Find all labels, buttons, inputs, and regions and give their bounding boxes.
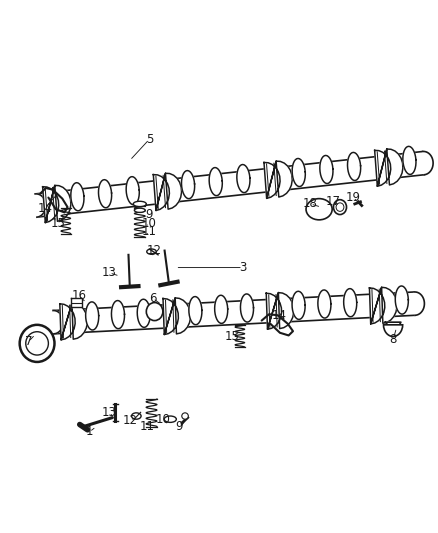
Polygon shape xyxy=(237,165,250,192)
Ellipse shape xyxy=(333,200,346,215)
Text: 7: 7 xyxy=(25,335,32,348)
Ellipse shape xyxy=(147,249,156,254)
Text: 5: 5 xyxy=(146,133,153,146)
Text: 15: 15 xyxy=(50,216,65,230)
Ellipse shape xyxy=(26,332,48,355)
Polygon shape xyxy=(344,288,357,317)
Text: 10: 10 xyxy=(142,216,157,230)
Ellipse shape xyxy=(133,201,146,207)
Polygon shape xyxy=(266,293,294,329)
Text: 8: 8 xyxy=(389,333,397,346)
Ellipse shape xyxy=(131,413,141,419)
Polygon shape xyxy=(369,287,397,324)
Ellipse shape xyxy=(146,303,163,320)
Text: 13: 13 xyxy=(102,266,117,279)
Polygon shape xyxy=(99,180,112,208)
Polygon shape xyxy=(374,149,403,186)
Polygon shape xyxy=(181,171,194,199)
Ellipse shape xyxy=(182,413,188,419)
Text: 12: 12 xyxy=(147,244,162,257)
Text: 12: 12 xyxy=(122,414,137,427)
Polygon shape xyxy=(240,294,254,322)
Text: 9: 9 xyxy=(175,420,183,433)
Polygon shape xyxy=(35,194,46,217)
Polygon shape xyxy=(320,156,333,183)
Polygon shape xyxy=(53,311,63,334)
Text: 6: 6 xyxy=(149,292,157,305)
Text: 15: 15 xyxy=(225,330,240,343)
Polygon shape xyxy=(414,292,424,316)
Polygon shape xyxy=(126,176,139,205)
Polygon shape xyxy=(71,298,82,307)
Text: 1: 1 xyxy=(85,425,93,439)
Text: 14: 14 xyxy=(272,309,286,322)
Polygon shape xyxy=(264,161,292,198)
Polygon shape xyxy=(347,152,360,181)
Text: 13: 13 xyxy=(102,406,117,419)
Polygon shape xyxy=(385,322,401,333)
Polygon shape xyxy=(423,151,433,175)
Text: 16: 16 xyxy=(71,289,86,302)
Ellipse shape xyxy=(336,203,344,212)
Polygon shape xyxy=(60,303,87,340)
Polygon shape xyxy=(137,299,150,327)
Polygon shape xyxy=(86,302,99,330)
Text: 11: 11 xyxy=(140,420,155,433)
Polygon shape xyxy=(71,183,84,211)
Polygon shape xyxy=(318,290,331,318)
Ellipse shape xyxy=(164,416,177,422)
Polygon shape xyxy=(42,185,71,223)
Text: 14: 14 xyxy=(37,201,53,215)
Polygon shape xyxy=(163,298,191,335)
Text: 17: 17 xyxy=(325,195,340,208)
Polygon shape xyxy=(35,151,424,217)
Text: 19: 19 xyxy=(346,191,360,204)
Polygon shape xyxy=(153,173,182,211)
Ellipse shape xyxy=(20,325,54,362)
Polygon shape xyxy=(292,291,305,319)
Polygon shape xyxy=(215,295,228,324)
Text: 10: 10 xyxy=(156,413,171,426)
Polygon shape xyxy=(53,292,415,334)
Ellipse shape xyxy=(134,208,145,213)
Polygon shape xyxy=(189,296,202,325)
Polygon shape xyxy=(209,167,223,196)
Ellipse shape xyxy=(306,199,332,220)
Wedge shape xyxy=(384,325,403,336)
Polygon shape xyxy=(395,286,408,314)
Text: 18: 18 xyxy=(303,197,318,211)
Text: 9: 9 xyxy=(145,208,153,221)
Polygon shape xyxy=(292,158,305,187)
Polygon shape xyxy=(111,301,124,329)
Text: 3: 3 xyxy=(239,261,247,274)
Polygon shape xyxy=(403,147,416,174)
Text: 11: 11 xyxy=(142,225,157,238)
